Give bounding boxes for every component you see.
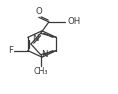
Text: O: O — [36, 7, 42, 16]
Text: N: N — [42, 50, 48, 59]
Text: CH₃: CH₃ — [33, 67, 48, 76]
Text: OH: OH — [68, 17, 81, 26]
Text: F: F — [8, 46, 13, 55]
Text: N: N — [32, 34, 39, 43]
